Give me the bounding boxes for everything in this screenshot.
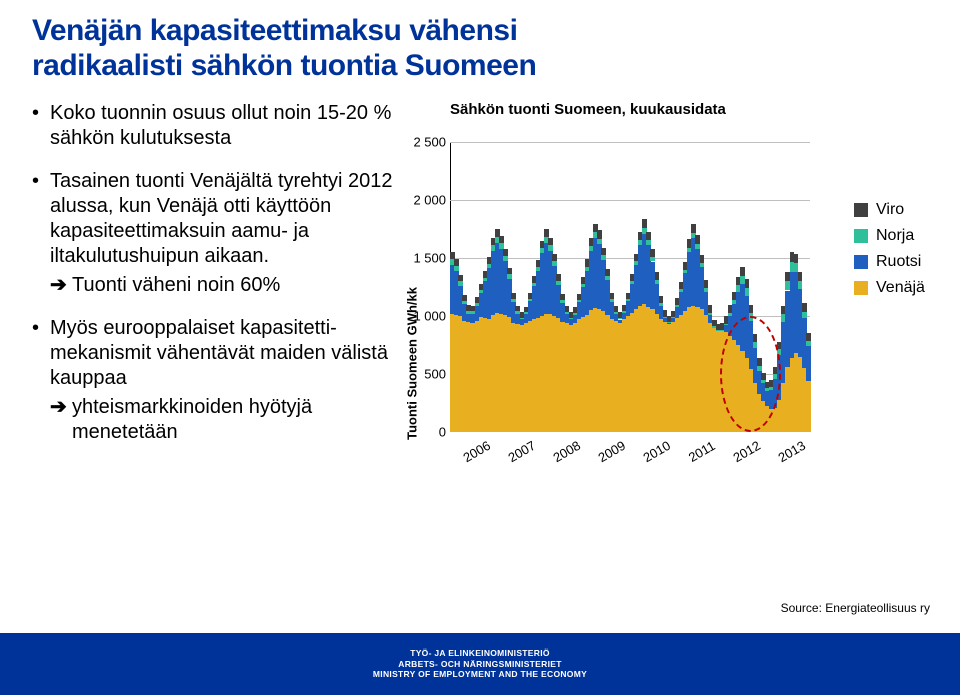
- highlight-ellipse: [720, 316, 781, 432]
- xtick-label: 2010: [640, 438, 673, 465]
- series-segment: [806, 346, 811, 381]
- ytick-label: 1 500: [412, 251, 446, 266]
- footer-line-3: MINISTRY OF EMPLOYMENT AND THE ECONOMY: [373, 669, 587, 679]
- legend-swatch: [854, 255, 868, 269]
- sub-text: yhteismarkkinoiden hyötyjä menetetään: [72, 396, 312, 443]
- legend-label: Norja: [876, 227, 914, 245]
- sub-text: Tuonti väheni noin 60%: [72, 274, 280, 296]
- chart-legend: Viro Norja Ruotsi Venäjä: [840, 101, 940, 472]
- legend-item: Ruotsi: [854, 253, 940, 271]
- bullet-item: Myös eurooppalaiset kapasitetti-mekanism…: [32, 316, 400, 445]
- legend-label: Viro: [876, 201, 904, 219]
- xtick-label: 2011: [685, 438, 717, 465]
- footer-text: TYÖ- JA ELINKEINOMINISTERIÖ ARBETS- OCH …: [373, 648, 587, 680]
- legend-item: Viro: [854, 201, 940, 219]
- chart-panel: Sähkön tuonti Suomeen, kuukausidata Tuon…: [410, 101, 840, 472]
- chart: Tuonti Suomeen GWh/kk 05001 0001 5002 00…: [410, 122, 840, 472]
- legend-swatch: [854, 229, 868, 243]
- xtick-label: 2006: [460, 438, 493, 465]
- ytick-label: 2 000: [412, 193, 446, 208]
- chart-title: Sähkön tuonti Suomeen, kuukausidata: [410, 101, 840, 118]
- bullet-text: Koko tuonnin osuus ollut noin 15-20 % sä…: [50, 102, 391, 149]
- sub-list: ➔Tuonti väheni noin 60%: [50, 273, 400, 298]
- xtick-label: 2007: [505, 438, 538, 465]
- xtick-label: 2012: [730, 438, 763, 465]
- slide-title: Venäjän kapasiteettimaksu vähensi radika…: [0, 0, 960, 83]
- bullet-column: Koko tuonnin osuus ollut noin 15-20 % sä…: [0, 101, 410, 472]
- bullet-text: Myös eurooppalaiset kapasitetti-mekanism…: [50, 317, 388, 389]
- sub-item: ➔yhteismarkkinoiden hyötyjä menetetään: [50, 395, 400, 445]
- chart-plot-area: Tuonti Suomeen GWh/kk 05001 0001 5002 00…: [450, 142, 810, 432]
- legend-swatch: [854, 203, 868, 217]
- ytick-label: 1 000: [412, 309, 446, 324]
- content-row: Koko tuonnin osuus ollut noin 15-20 % sä…: [0, 101, 960, 472]
- title-line-1: Venäjän kapasiteettimaksu vähensi: [32, 14, 517, 47]
- legend-label: Ruotsi: [876, 253, 921, 271]
- bullet-list: Koko tuonnin osuus ollut noin 15-20 % sä…: [32, 101, 400, 445]
- title-line-2: radikaalisti sähkön tuontia Suomeen: [32, 49, 536, 82]
- arrow-icon: ➔: [50, 273, 67, 298]
- series-segment: [806, 381, 811, 432]
- bullet-item: Koko tuonnin osuus ollut noin 15-20 % sä…: [32, 101, 400, 151]
- xtick-label: 2009: [595, 438, 628, 465]
- bullet-text: Tasainen tuonti Venäjältä tyrehtyi 2012 …: [50, 170, 392, 267]
- xtick-label: 2008: [550, 438, 583, 465]
- slide: Venäjän kapasiteettimaksu vähensi radika…: [0, 0, 960, 695]
- footer-line-1: TYÖ- JA ELINKEINOMINISTERIÖ: [410, 648, 550, 658]
- series-segment: [806, 341, 811, 346]
- footer-line-2: ARBETS- OCH NÄRINGSMINISTERIET: [398, 659, 561, 669]
- ytick-label: 0: [412, 425, 446, 440]
- stack-column: [806, 142, 811, 432]
- sub-list: ➔yhteismarkkinoiden hyötyjä menetetään: [50, 395, 400, 445]
- legend-swatch: [854, 281, 868, 295]
- legend-item: Venäjä: [854, 279, 940, 297]
- xtick-label: 2013: [775, 438, 808, 465]
- footer: TYÖ- JA ELINKEINOMINISTERIÖ ARBETS- OCH …: [0, 633, 960, 695]
- legend-item: Norja: [854, 227, 940, 245]
- sub-item: ➔Tuonti väheni noin 60%: [50, 273, 400, 298]
- bullet-item: Tasainen tuonti Venäjältä tyrehtyi 2012 …: [32, 169, 400, 298]
- legend-label: Venäjä: [876, 279, 925, 297]
- ytick-label: 500: [412, 367, 446, 382]
- source-text: Source: Energiateollisuus ry: [781, 601, 930, 615]
- arrow-icon: ➔: [50, 395, 67, 420]
- ytick-label: 2 500: [412, 135, 446, 150]
- series-segment: [806, 333, 811, 341]
